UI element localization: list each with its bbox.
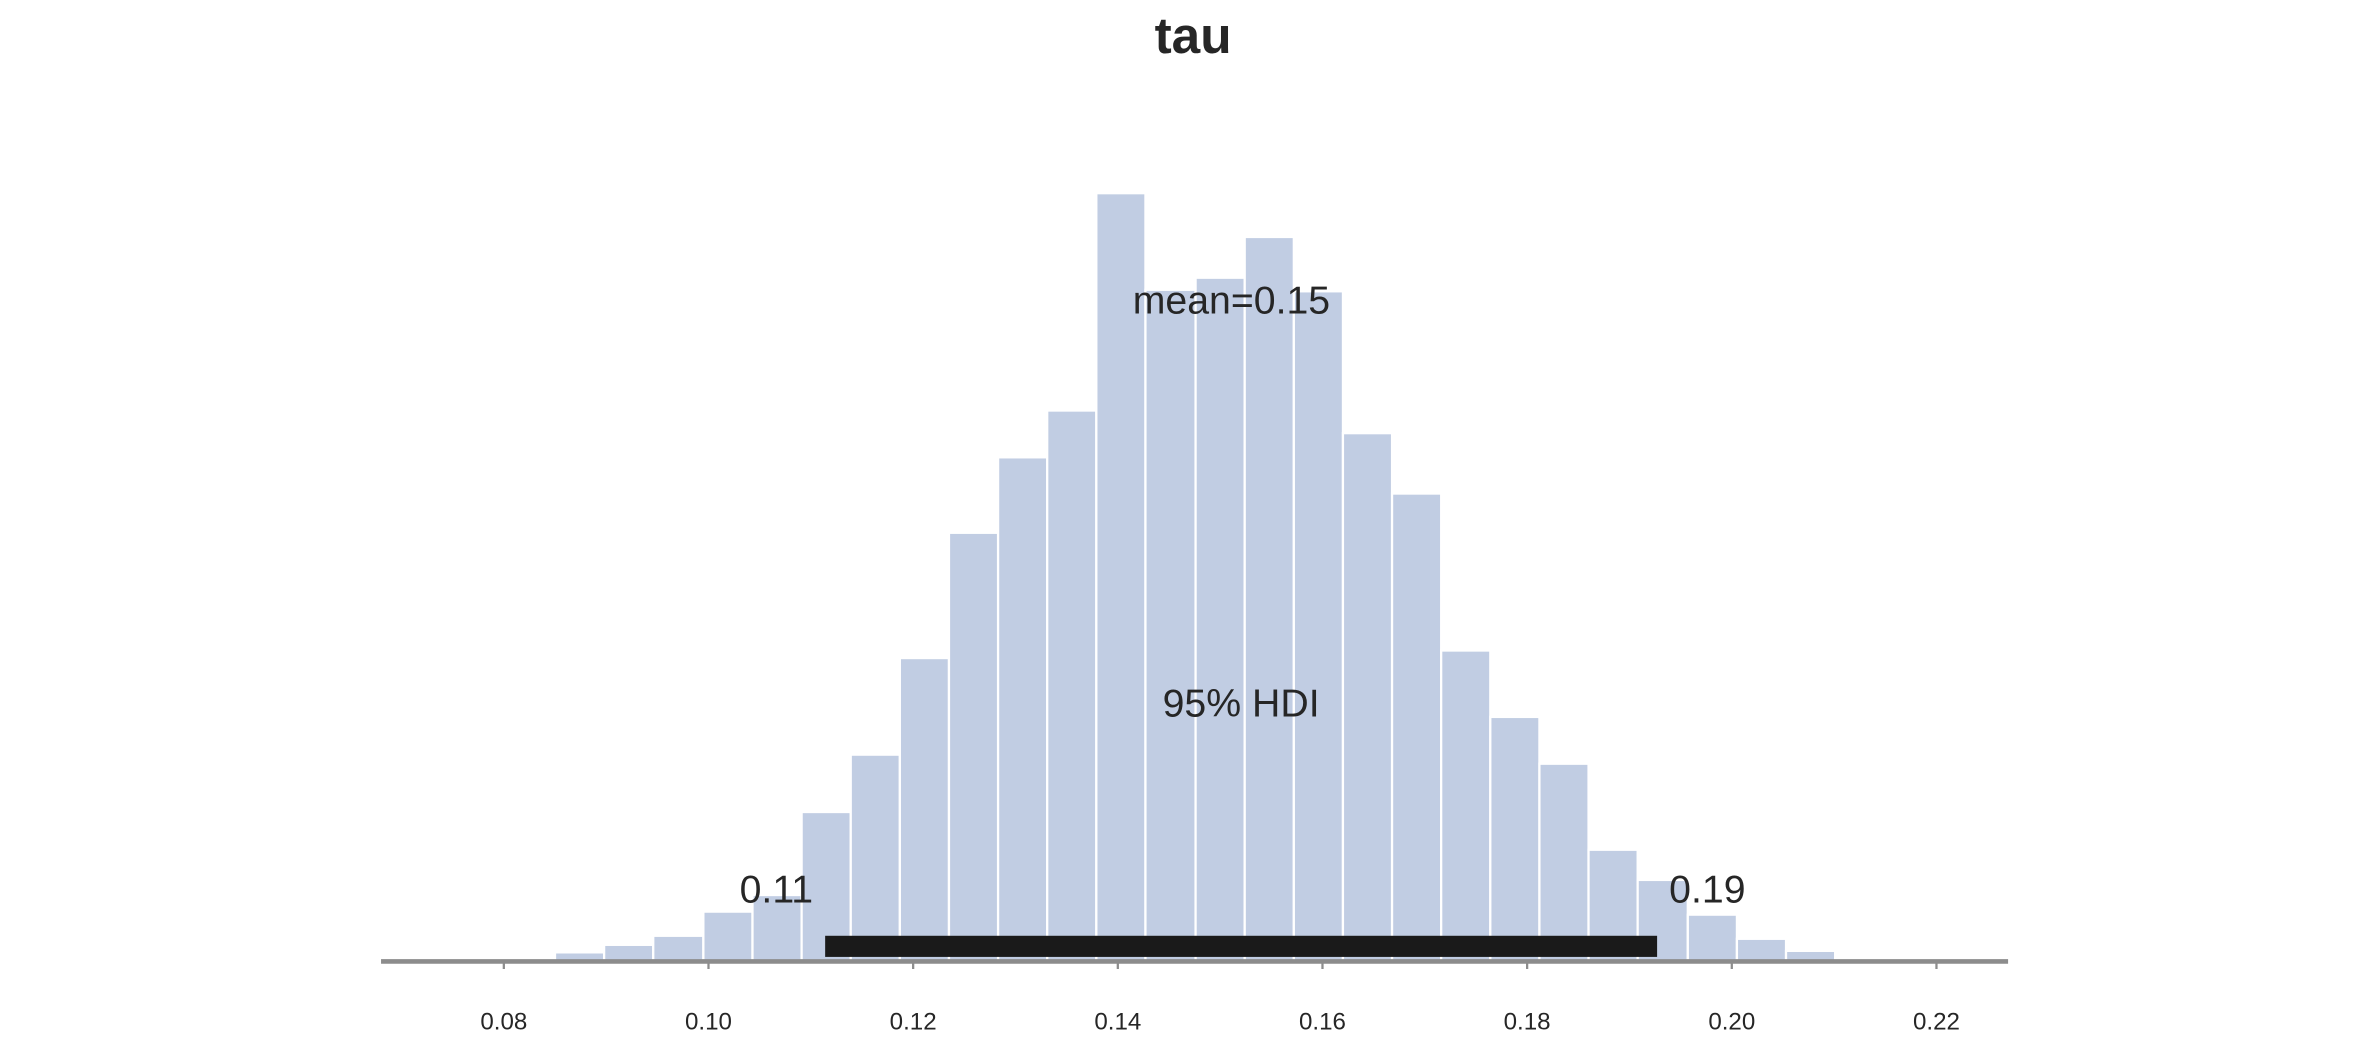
x-tick-label: 0.14 (1094, 1009, 1141, 1036)
chart-title: tau (1155, 7, 1232, 64)
hdi-bar (825, 935, 1658, 957)
bar (1144, 288, 1197, 963)
bar (1341, 432, 1394, 963)
bar (849, 753, 901, 963)
hdi-high-label: 0.19 (1669, 867, 1745, 911)
bar (602, 943, 655, 963)
bar (702, 910, 754, 963)
x-tick-label: 0.22 (1913, 1009, 1960, 1036)
bar (1489, 715, 1541, 963)
bar (1538, 762, 1590, 963)
x-tick-label: 0.08 (480, 1009, 527, 1036)
bar (1292, 290, 1345, 963)
bar (996, 456, 1049, 963)
hdi-label: 95% HDI (1163, 682, 1320, 726)
bar (947, 531, 1000, 963)
bar (652, 934, 705, 963)
bar (898, 656, 951, 963)
bar (1095, 192, 1147, 963)
mean-label: mean=0.15 (1133, 279, 1330, 323)
hdi-low-label: 0.11 (740, 867, 813, 911)
x-tick-label: 0.16 (1299, 1009, 1346, 1036)
bar (1390, 492, 1443, 963)
bar (1440, 649, 1492, 963)
bar (1686, 913, 1739, 963)
x-tick-label: 0.18 (1504, 1009, 1551, 1036)
bar (1735, 937, 1788, 963)
bar (1046, 409, 1098, 963)
x-tick-label: 0.12 (890, 1009, 937, 1036)
x-tick-label: 0.20 (1708, 1009, 1755, 1036)
x-tick-label: 0.10 (685, 1009, 732, 1036)
bar (1243, 235, 1295, 963)
bar (1194, 276, 1246, 963)
